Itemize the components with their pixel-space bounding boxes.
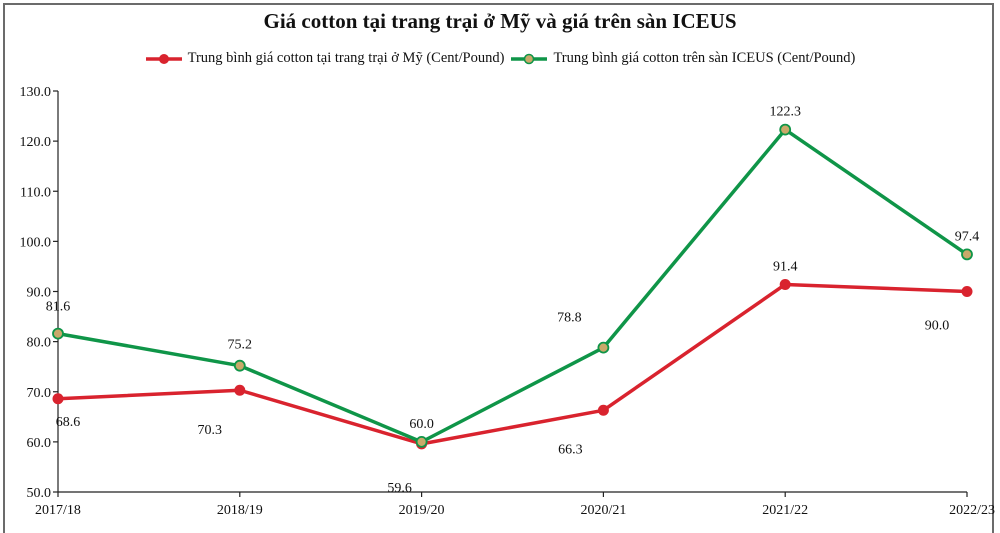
legend-label-farm-price: Trung bình giá cotton tại trang trại ở M… — [187, 50, 505, 66]
series-line-1 — [57, 127, 968, 444]
legend-label-iceus-price: Trung bình giá cotton trên sàn ICEUS (Ce… — [553, 50, 856, 66]
series-lines — [52, 123, 973, 450]
data-value-label: 70.3 — [198, 423, 223, 438]
y-tick-label: 120.0 — [20, 135, 52, 150]
data-point-marker — [597, 404, 609, 416]
data-point-marker — [233, 359, 246, 372]
y-tick-label: 100.0 — [20, 235, 52, 250]
data-point-marker — [234, 384, 246, 396]
legend-green-line-marker-icon — [511, 53, 548, 64]
data-point-marker — [779, 123, 792, 136]
chart-frame — [3, 3, 994, 533]
data-value-label: 78.8 — [557, 311, 582, 326]
legend-item-farm-price: Trung bình giá cotton tại trang trại ở M… — [145, 50, 505, 67]
axes: 50.0 60.0 70.0 80.0 90.0 100.0 110.0 120.0 130.0… — [20, 85, 996, 518]
data-value-label: 97.4 — [955, 229, 980, 244]
data-point-marker — [52, 393, 64, 405]
data-point-marker — [597, 341, 610, 354]
data-value-label: 59.6 — [387, 481, 412, 496]
y-tick-label: 60.0 — [27, 436, 52, 451]
chart-title: Giá cotton tại trang trại ở Mỹ và giá tr… — [263, 9, 737, 33]
y-tick-label: 70.0 — [27, 386, 52, 401]
data-point-marker — [415, 435, 428, 448]
data-point-marker — [961, 248, 973, 261]
x-tick-label: 2022/23 — [949, 503, 995, 518]
legend-item-iceus-price: Trung bình giá cotton trên sàn ICEUS (Ce… — [510, 50, 855, 67]
series-line-0 — [57, 282, 968, 446]
data-value-label: 81.6 — [46, 300, 71, 315]
data-value-label: 66.3 — [558, 442, 583, 457]
data-point-marker — [779, 278, 791, 290]
x-tick-label: 2017/18 — [35, 503, 81, 518]
x-tick-label: 2020/21 — [580, 503, 626, 518]
legend: Trung bình giá cotton tại trang trại ở M… — [0, 50, 1000, 67]
y-tick-label: 110.0 — [20, 185, 51, 200]
data-value-label: 75.2 — [228, 338, 253, 353]
y-tick-label: 130.0 — [20, 85, 52, 100]
x-tick-label: 2018/19 — [217, 503, 263, 518]
data-labels: 68.6 70.3 59.6 66.3 91.4 90.0 81.6 75.2 60.0 78.8… — [46, 105, 980, 496]
legend-red-line-marker-icon — [145, 53, 182, 64]
x-tick-label: 2019/20 — [399, 503, 445, 518]
y-tick-label: 90.0 — [27, 286, 52, 301]
y-tick-label: 50.0 — [27, 486, 52, 501]
data-value-label: 60.0 — [409, 417, 434, 432]
data-value-label: 91.4 — [773, 259, 798, 274]
data-value-label: 68.6 — [56, 415, 81, 430]
data-point-marker — [961, 286, 973, 297]
y-tick-label: 80.0 — [27, 336, 52, 351]
data-value-label: 90.0 — [925, 319, 950, 334]
x-tick-label: 2021/22 — [762, 503, 808, 518]
data-value-label: 122.3 — [769, 105, 801, 120]
data-point-marker — [52, 327, 64, 340]
